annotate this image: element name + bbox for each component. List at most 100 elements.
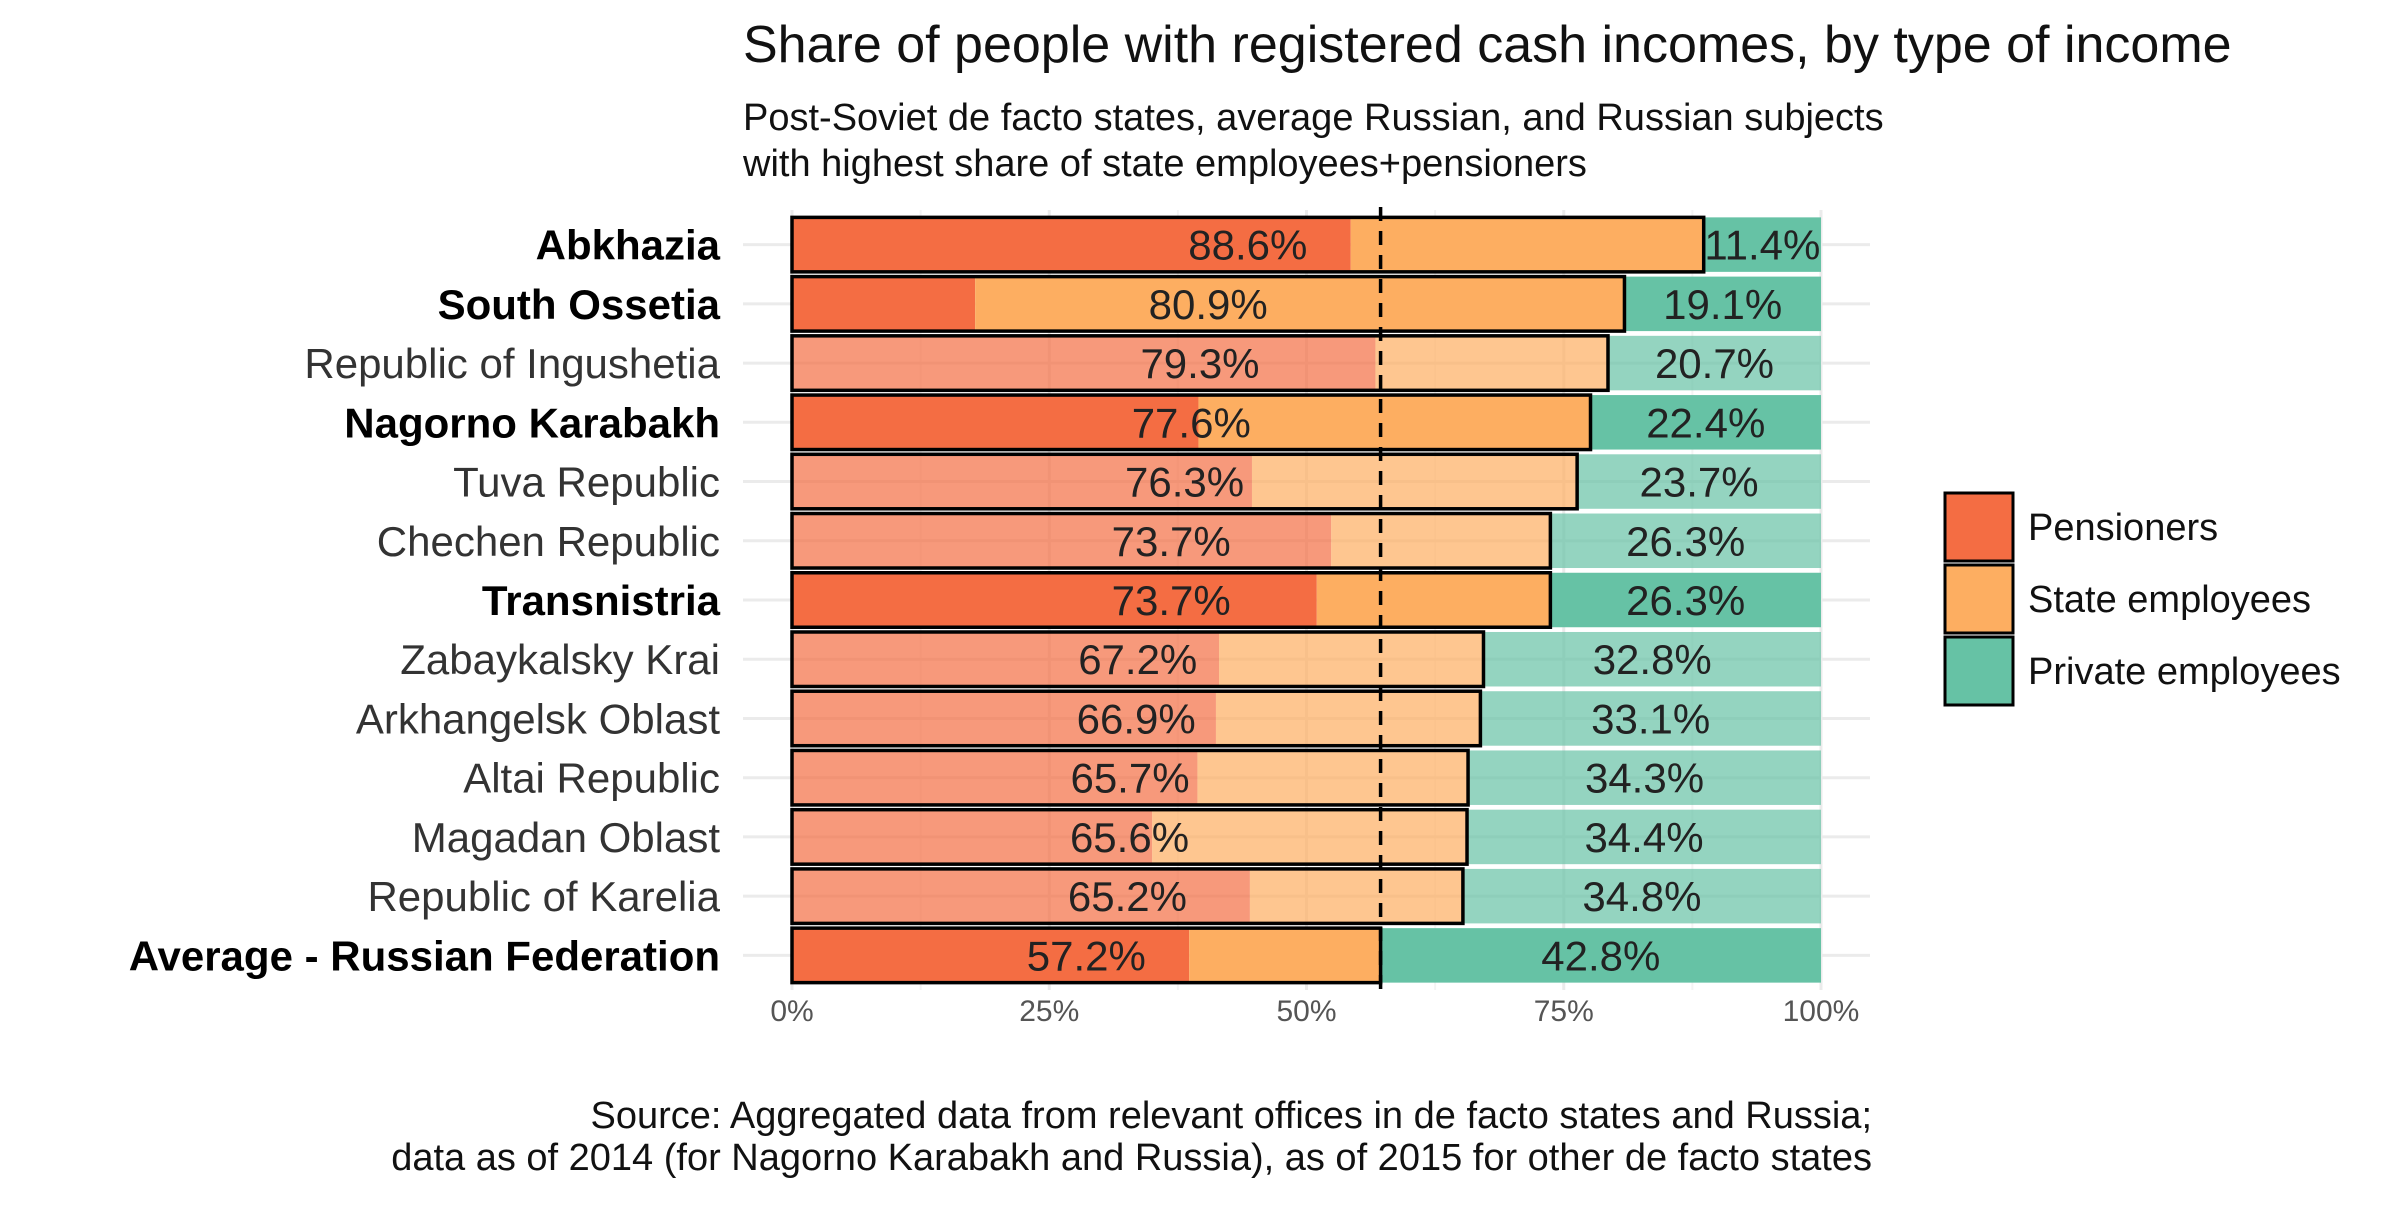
category-label-tuva-republic: Tuva Republic bbox=[453, 459, 720, 506]
data-label-public-transnistria: 73.7% bbox=[1112, 577, 1231, 624]
bar-pensioners-republic-of-ingushetia bbox=[792, 335, 1376, 391]
category-label-arkhangelsk-oblast: Arkhangelsk Oblast bbox=[356, 695, 721, 742]
bar-private-employees-altai-republic bbox=[1468, 750, 1821, 805]
bar-pensioners-chechen-republic bbox=[792, 513, 1332, 569]
bar-public-outline-south-ossetia bbox=[790, 274, 1627, 333]
bar-public-outline-nagorno-karabakh bbox=[790, 393, 1593, 452]
x-tick-label: 25% bbox=[1019, 995, 1079, 1028]
bar-public-outline-arkhangelsk-oblast bbox=[790, 689, 1483, 748]
data-label-public-chechen-republic: 73.7% bbox=[1112, 518, 1231, 565]
bar-state-employees-average-russian-federation bbox=[1189, 928, 1381, 983]
data-label-private-nagorno-karabakh: 22.4% bbox=[1646, 399, 1765, 446]
bar-state-employees-chechen-republic bbox=[1331, 513, 1551, 569]
bar-pensioners-zabaykalsky-krai bbox=[792, 631, 1220, 687]
category-label-republic-of-ingushetia: Republic of Ingushetia bbox=[304, 340, 720, 387]
data-label-public-tuva-republic: 76.3% bbox=[1125, 459, 1244, 506]
labels-layer: Abkhazia 88.6% 11.4% South Ossetia 80.9% 19.1… bbox=[129, 222, 1821, 980]
legend: Pensioners State employees Private employe… bbox=[1943, 491, 2341, 707]
data-label-public-arkhangelsk-oblast: 66.9% bbox=[1077, 695, 1196, 742]
bar-public-outline-tuva-republic bbox=[790, 452, 1579, 511]
category-label-chechen-republic: Chechen Republic bbox=[377, 518, 720, 565]
bar-state-employees-transnistria bbox=[1316, 572, 1551, 628]
legend-label-pensioners: Pensioners bbox=[2028, 507, 2218, 549]
chart-subtitle-line-2: with highest share of state employees+pe… bbox=[742, 143, 1587, 185]
bar-state-employees-abkhazia bbox=[1350, 217, 1704, 272]
category-label-republic-of-karelia: Republic of Karelia bbox=[367, 873, 720, 920]
bar-public-outline-zabaykalsky-krai bbox=[790, 630, 1486, 689]
category-label-zabaykalsky-krai: Zabaykalsky Krai bbox=[400, 636, 720, 683]
bar-pensioners-republic-of-karelia bbox=[792, 868, 1250, 924]
bar-private-employees-republic-of-karelia bbox=[1462, 868, 1821, 924]
bar-private-employees-nagorno-karabakh bbox=[1590, 395, 1821, 450]
category-label-average-russian-federation: Average - Russian Federation bbox=[129, 932, 720, 979]
data-label-private-tuva-republic: 23.7% bbox=[1640, 459, 1759, 506]
category-label-abkhazia: Abkhazia bbox=[536, 222, 721, 269]
bar-pensioners-average-russian-federation bbox=[792, 928, 1190, 983]
category-label-transnistria: Transnistria bbox=[482, 577, 721, 624]
bar-private-employees-transnistria bbox=[1550, 572, 1821, 628]
data-label-private-arkhangelsk-oblast: 33.1% bbox=[1591, 695, 1710, 742]
chart-subtitle-line-1: Post-Soviet de facto states, average Rus… bbox=[743, 97, 1884, 139]
bar-private-employees-south-ossetia bbox=[1624, 276, 1821, 332]
bar-public-outline-altai-republic bbox=[790, 748, 1470, 807]
caption-line-2: data as of 2014 (for Nagorno Karabakh an… bbox=[391, 1137, 1872, 1179]
data-label-public-zabaykalsky-krai: 67.2% bbox=[1078, 636, 1197, 683]
data-label-private-average-russian-federation: 42.8% bbox=[1541, 932, 1660, 979]
data-label-private-republic-of-karelia: 34.8% bbox=[1582, 873, 1701, 920]
data-label-public-abkhazia: 88.6% bbox=[1188, 222, 1307, 269]
x-tick-label: 50% bbox=[1276, 995, 1336, 1028]
bar-state-employees-arkhangelsk-oblast bbox=[1215, 691, 1481, 746]
bar-state-employees-tuva-republic bbox=[1251, 454, 1578, 509]
data-label-private-transnistria: 26.3% bbox=[1626, 577, 1745, 624]
category-label-south-ossetia: South Ossetia bbox=[438, 281, 721, 328]
bar-pensioners-transnistria bbox=[792, 572, 1317, 628]
category-label-altai-republic: Altai Republic bbox=[463, 755, 720, 802]
legend-swatch-state-employees bbox=[1943, 563, 2015, 635]
bar-pensioners-arkhangelsk-oblast bbox=[792, 691, 1216, 746]
x-axis: 0% 25% 50% 75% 100% bbox=[770, 995, 1859, 1028]
caption-line-1: Source: Aggregated data from relevant of… bbox=[591, 1095, 1873, 1137]
bar-state-employees-altai-republic bbox=[1197, 750, 1469, 805]
bars-layer bbox=[790, 215, 1821, 985]
bar-pensioners-altai-republic bbox=[792, 750, 1198, 805]
data-label-private-chechen-republic: 26.3% bbox=[1626, 518, 1745, 565]
data-label-public-republic-of-ingushetia: 79.3% bbox=[1140, 340, 1259, 387]
legend-swatch-pensioners bbox=[1943, 491, 2015, 563]
data-label-private-magadan-oblast: 34.4% bbox=[1584, 814, 1703, 861]
data-label-private-zabaykalsky-krai: 32.8% bbox=[1593, 636, 1712, 683]
bar-state-employees-magadan-oblast bbox=[1152, 809, 1468, 865]
bar-public-outline-magadan-oblast bbox=[790, 807, 1469, 866]
x-tick-label: 0% bbox=[770, 995, 813, 1028]
data-label-private-abkhazia: 11.4% bbox=[1704, 222, 1820, 269]
data-label-public-south-ossetia: 80.9% bbox=[1149, 281, 1268, 328]
category-label-magadan-oblast: Magadan Oblast bbox=[412, 814, 721, 861]
bar-private-employees-arkhangelsk-oblast bbox=[1480, 691, 1821, 746]
bar-pensioners-south-ossetia bbox=[792, 276, 976, 332]
bar-state-employees-nagorno-karabakh bbox=[1198, 395, 1591, 450]
data-label-private-republic-of-ingushetia: 20.7% bbox=[1655, 340, 1774, 387]
legend-label-state-employees: State employees bbox=[2028, 579, 2311, 621]
data-label-private-altai-republic: 34.3% bbox=[1585, 755, 1704, 802]
bar-pensioners-abkhazia bbox=[792, 217, 1351, 272]
category-label-nagorno-karabakh: Nagorno Karabakh bbox=[344, 399, 720, 446]
bar-private-employees-republic-of-ingushetia bbox=[1607, 335, 1821, 391]
data-label-public-republic-of-karelia: 65.2% bbox=[1068, 873, 1187, 920]
bar-pensioners-nagorno-karabakh bbox=[792, 395, 1199, 450]
bar-state-employees-republic-of-karelia bbox=[1249, 868, 1463, 924]
bar-private-employees-abkhazia bbox=[1703, 217, 1821, 272]
bar-pensioners-tuva-republic bbox=[792, 454, 1252, 509]
x-tick-label: 75% bbox=[1534, 995, 1594, 1028]
data-label-public-magadan-oblast: 65.6% bbox=[1070, 814, 1189, 861]
bar-state-employees-zabaykalsky-krai bbox=[1219, 631, 1484, 687]
chart-title: Share of people with registered cash inc… bbox=[743, 16, 2232, 74]
bar-private-employees-magadan-oblast bbox=[1467, 809, 1821, 865]
x-tick-label: 100% bbox=[1783, 995, 1860, 1028]
bar-public-outline-chechen-republic bbox=[790, 511, 1553, 570]
bar-private-employees-chechen-republic bbox=[1550, 513, 1821, 569]
bar-private-employees-average-russian-federation bbox=[1380, 928, 1821, 983]
legend-label-private-employees: Private employees bbox=[2028, 651, 2341, 693]
bar-public-outline-republic-of-ingushetia bbox=[790, 334, 1610, 393]
legend-swatch-private-employees bbox=[1943, 635, 2015, 707]
